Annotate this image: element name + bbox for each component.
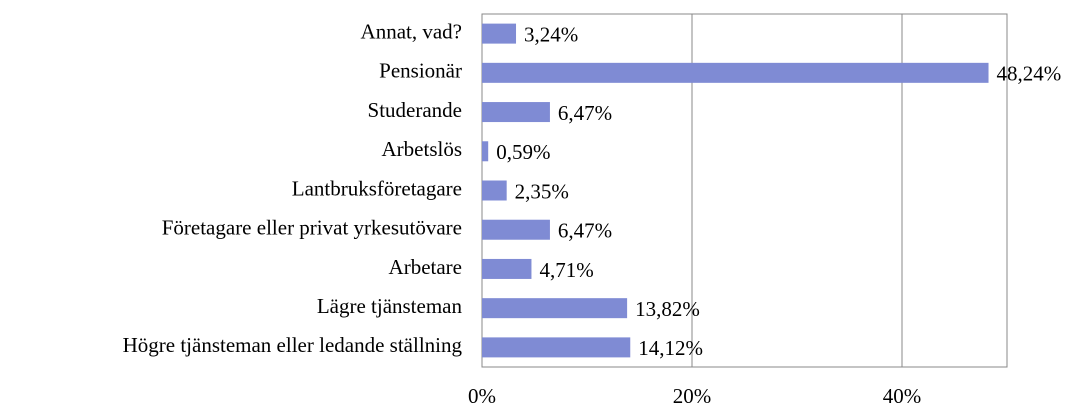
value-label: 0,59% (496, 140, 550, 164)
y-tick-label: Lägre tjänsteman (317, 294, 463, 318)
value-label: 3,24% (524, 22, 578, 46)
y-tick-label: Företagare eller privat yrkesutövare (162, 216, 462, 240)
y-tick-label: Lantbruksföretagare (292, 176, 462, 200)
bar (482, 298, 628, 319)
x-tick-label: 40% (883, 384, 922, 408)
bar (482, 141, 489, 162)
value-label: 48,24% (997, 62, 1062, 86)
bar (482, 258, 532, 279)
bar (482, 23, 517, 44)
bar (482, 219, 550, 240)
y-tick-label: Pensionär (379, 59, 462, 83)
value-label: 2,35% (515, 179, 569, 203)
value-label: 13,82% (635, 297, 700, 321)
value-label: 4,71% (539, 258, 593, 282)
y-tick-label: Annat, vad? (361, 19, 462, 43)
bar (482, 62, 989, 83)
bar (482, 102, 550, 123)
y-tick-label: Högre tjänsteman eller ledande ställning (123, 333, 463, 357)
y-tick-label: Studerande (368, 98, 462, 122)
y-tick-label: Arbetare (389, 255, 462, 279)
bar (482, 180, 507, 201)
bar (482, 337, 631, 358)
value-label: 14,12% (638, 336, 703, 360)
value-label: 6,47% (558, 219, 612, 243)
value-label: 6,47% (558, 101, 612, 125)
x-tick-label: 20% (673, 384, 712, 408)
y-tick-label: Arbetslös (382, 137, 463, 161)
x-tick-label: 0% (468, 384, 496, 408)
